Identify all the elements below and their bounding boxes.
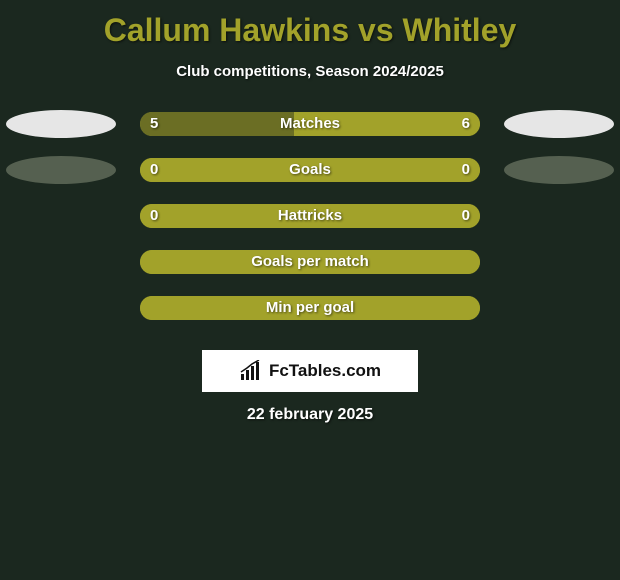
bar-track: [140, 158, 480, 182]
bar-right: [310, 158, 480, 182]
metric-row: Matches56: [0, 112, 620, 158]
bar-left: [140, 158, 310, 182]
value-left: 0: [150, 204, 158, 228]
bar-right: [310, 204, 480, 228]
bar-right: [294, 112, 480, 136]
comparison-chart: Matches56Goals00Hattricks00Goals per mat…: [0, 112, 620, 342]
brand-badge: FcTables.com: [202, 350, 418, 392]
player-left-marker: [6, 110, 116, 138]
value-right: 6: [462, 112, 470, 136]
bar-left: [140, 204, 310, 228]
metric-row: Goals per match: [0, 250, 620, 296]
bar-left: [140, 250, 310, 274]
page-subtitle: Club competitions, Season 2024/2025: [0, 63, 620, 80]
value-left: 0: [150, 158, 158, 182]
bar-left: [140, 296, 310, 320]
metric-row: Hattricks00: [0, 204, 620, 250]
brand-text: FcTables.com: [269, 361, 381, 381]
date-label: 22 february 2025: [0, 406, 620, 424]
player-right-marker: [504, 156, 614, 184]
bar-track: [140, 296, 480, 320]
metric-row: Goals00: [0, 158, 620, 204]
value-right: 0: [462, 204, 470, 228]
bar-left: [140, 112, 294, 136]
page-title: Callum Hawkins vs Whitley: [0, 0, 620, 49]
value-right: 0: [462, 158, 470, 182]
bar-right: [310, 296, 480, 320]
player-right-marker: [504, 110, 614, 138]
bar-track: [140, 112, 480, 136]
value-left: 5: [150, 112, 158, 136]
metric-row: Min per goal: [0, 296, 620, 342]
bar-track: [140, 250, 480, 274]
bar-track: [140, 204, 480, 228]
bar-chart-icon: [239, 360, 265, 382]
player-left-marker: [6, 156, 116, 184]
bar-right: [310, 250, 480, 274]
